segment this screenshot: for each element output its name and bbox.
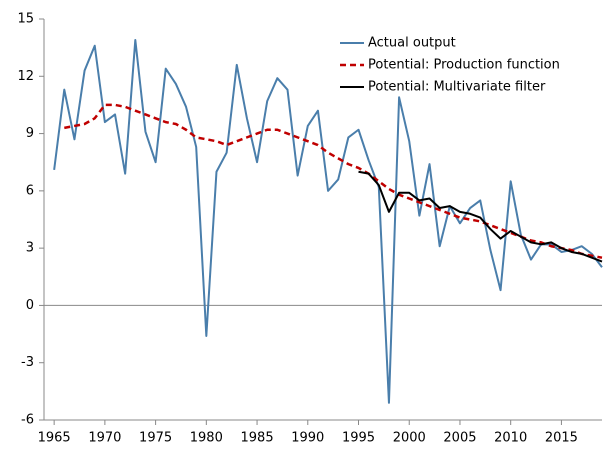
x-tick-label: 2000 bbox=[393, 431, 426, 446]
y-tick-label: 6 bbox=[26, 183, 34, 198]
x-tick-label: 1985 bbox=[241, 431, 274, 446]
legend-label: Potential: Production function bbox=[368, 58, 560, 73]
y-tick-label: 15 bbox=[17, 12, 34, 27]
x-tick-label: 1970 bbox=[88, 431, 121, 446]
x-tick-label: 2010 bbox=[494, 431, 527, 446]
y-tick-label: 3 bbox=[26, 241, 34, 256]
legend-label: Potential: Multivariate filter bbox=[368, 80, 546, 95]
x-tick-label: 1995 bbox=[342, 431, 375, 446]
x-tick-label: 1975 bbox=[139, 431, 172, 446]
y-tick-label: 0 bbox=[26, 298, 34, 313]
series-line bbox=[53, 39, 603, 404]
x-tick-label: 2005 bbox=[443, 431, 476, 446]
y-tick-label: -3 bbox=[21, 355, 34, 370]
x-tick-label: 2015 bbox=[545, 431, 578, 446]
series-line bbox=[64, 103, 603, 259]
x-tick-label: 1980 bbox=[190, 431, 223, 446]
x-tick-label: 1965 bbox=[38, 431, 71, 446]
y-tick-label: 12 bbox=[17, 69, 34, 84]
series-line bbox=[358, 170, 603, 263]
y-tick-label: 9 bbox=[26, 126, 34, 141]
x-tick-label: 1990 bbox=[291, 431, 324, 446]
y-tick-label: -6 bbox=[21, 413, 34, 428]
legend-label: Actual output bbox=[368, 36, 456, 51]
